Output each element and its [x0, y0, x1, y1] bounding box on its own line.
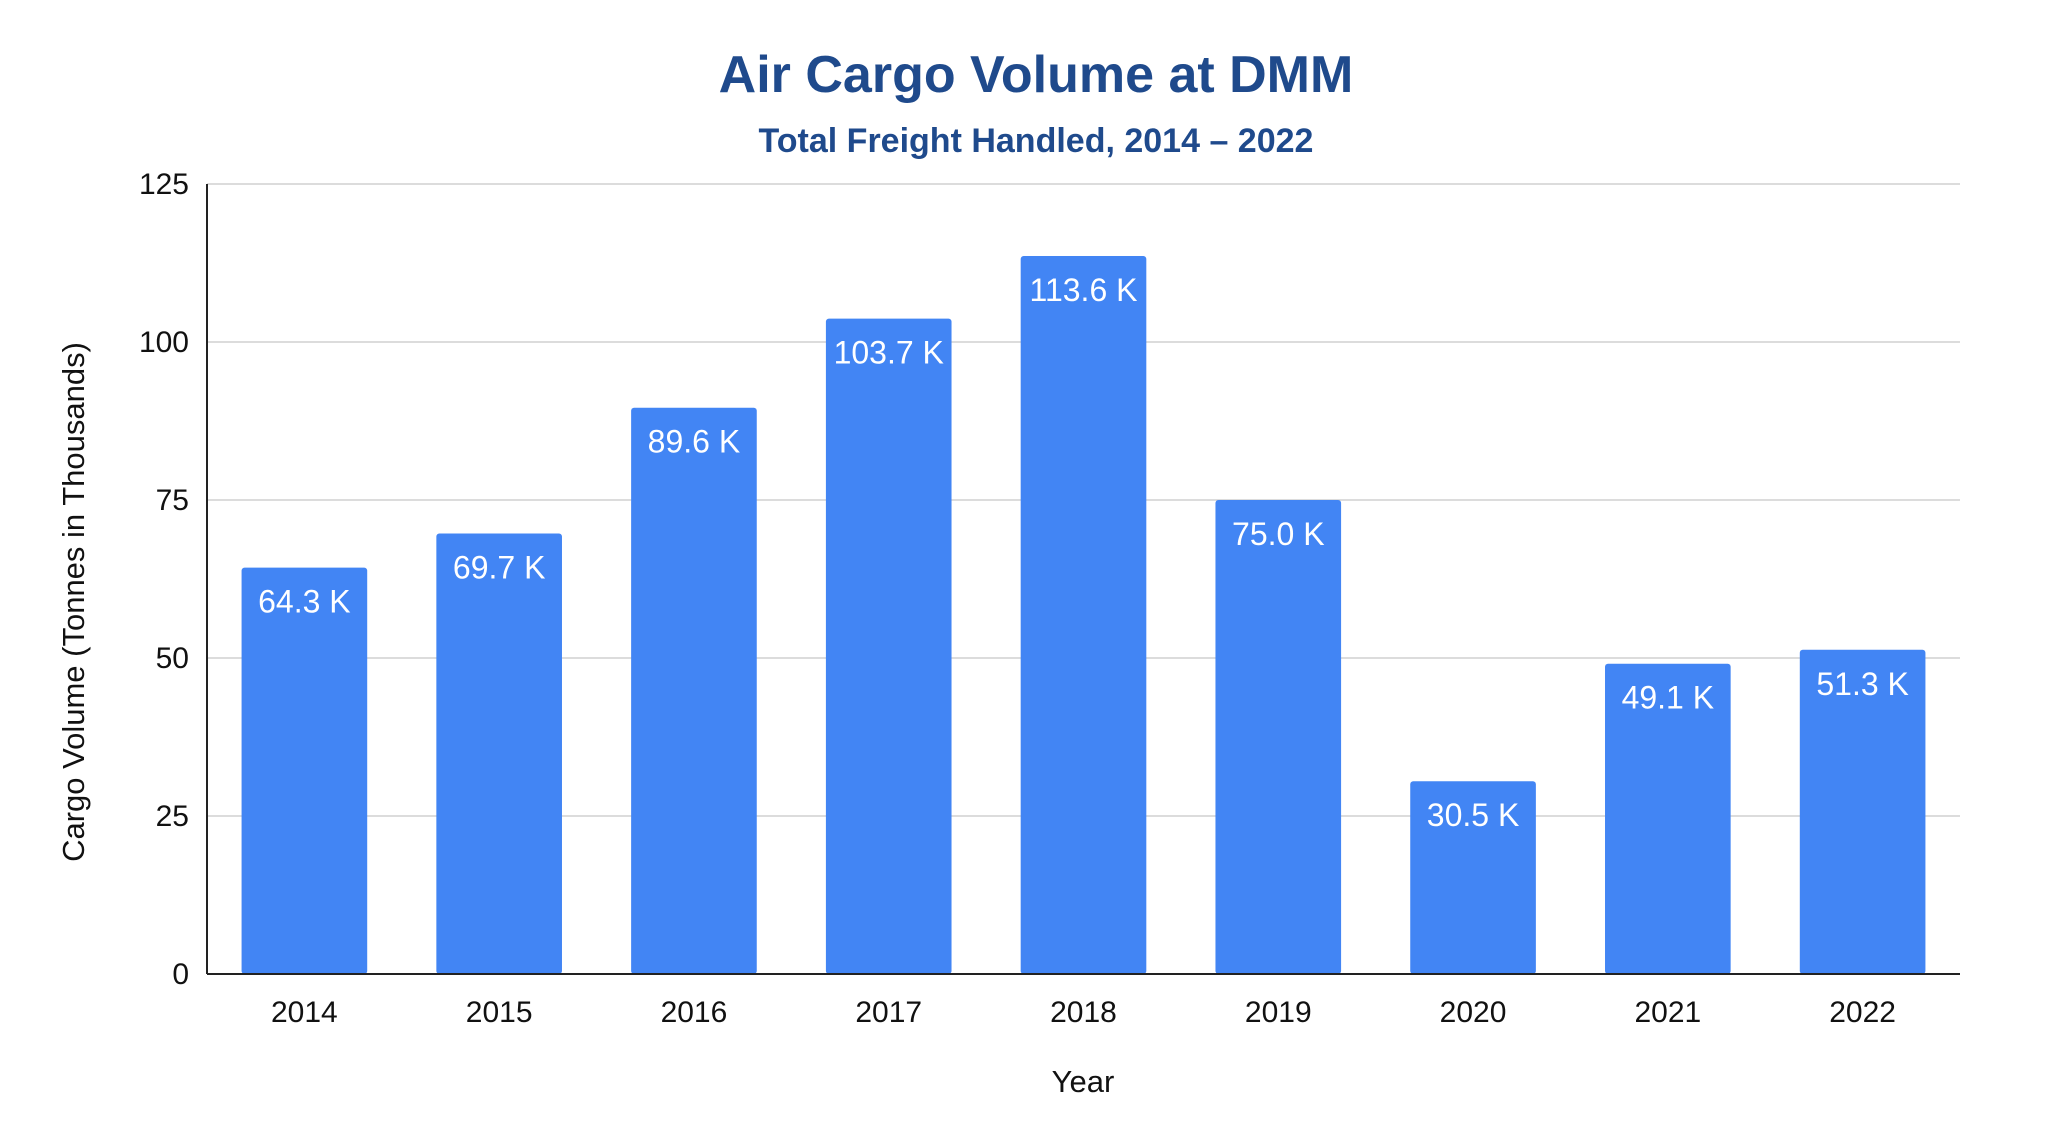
bars: 64.3 K 69.7 K 89.6 K 103.7 K 113.6 K 75.0 K 30…	[241, 256, 1926, 975]
chart-title: Air Cargo Volume at DMM	[719, 46, 1354, 104]
bar-data-label: 75.0 K	[1232, 516, 1325, 552]
x-tick-label: 2014	[271, 996, 338, 1029]
x-tick-label: 2019	[1245, 996, 1312, 1029]
bar-2019	[1215, 500, 1342, 974]
bar-2022	[1799, 649, 1926, 974]
bar-data-label: 113.6 K	[1030, 272, 1138, 308]
bar-data-label: 30.5 K	[1427, 797, 1520, 833]
x-tick-label: 2015	[466, 996, 533, 1029]
x-tick-label: 2017	[855, 996, 922, 1029]
bar-data-label: 89.6 K	[648, 424, 741, 460]
bar-2016	[631, 407, 757, 974]
bar-data-label: 69.7 K	[453, 549, 546, 585]
bar-data-label: 64.3 K	[258, 584, 351, 620]
x-tick-label: 2020	[1440, 996, 1507, 1029]
bar-data-label: 103.7 K	[834, 335, 944, 371]
y-tick-label: 100	[139, 326, 189, 359]
bar-data-label: 51.3 K	[1816, 666, 1909, 702]
bar-data-label: 49.1 K	[1622, 680, 1715, 716]
y-tick-label: 125	[139, 168, 189, 201]
bar-2017	[825, 318, 952, 975]
x-tick-label: 2016	[661, 996, 728, 1029]
bar-2020	[1410, 781, 1536, 974]
y-axis-title: Cargo Volume (Tonnes in Thousands)	[56, 342, 91, 862]
x-tick-label: 2018	[1050, 996, 1117, 1029]
bar-2021	[1605, 663, 1731, 974]
x-tick-label: 2021	[1634, 996, 1701, 1029]
bar-2015	[436, 533, 562, 974]
chart-subtitle: Total Freight Handled, 2014 – 2022	[759, 122, 1314, 160]
bar-2014	[241, 567, 368, 974]
axes: 0 25 50 75 100 125 2014 2015 2016 2017 2018 2019 202…	[139, 168, 1960, 1029]
y-tick-label: 50	[156, 642, 189, 675]
y-tick-label: 0	[172, 958, 189, 991]
x-tick-label: 2022	[1829, 996, 1896, 1029]
y-tick-label: 75	[156, 484, 189, 517]
x-axis-title: Year	[1052, 1064, 1115, 1099]
bar-2018	[1020, 256, 1147, 975]
y-tick-label: 25	[156, 800, 189, 833]
